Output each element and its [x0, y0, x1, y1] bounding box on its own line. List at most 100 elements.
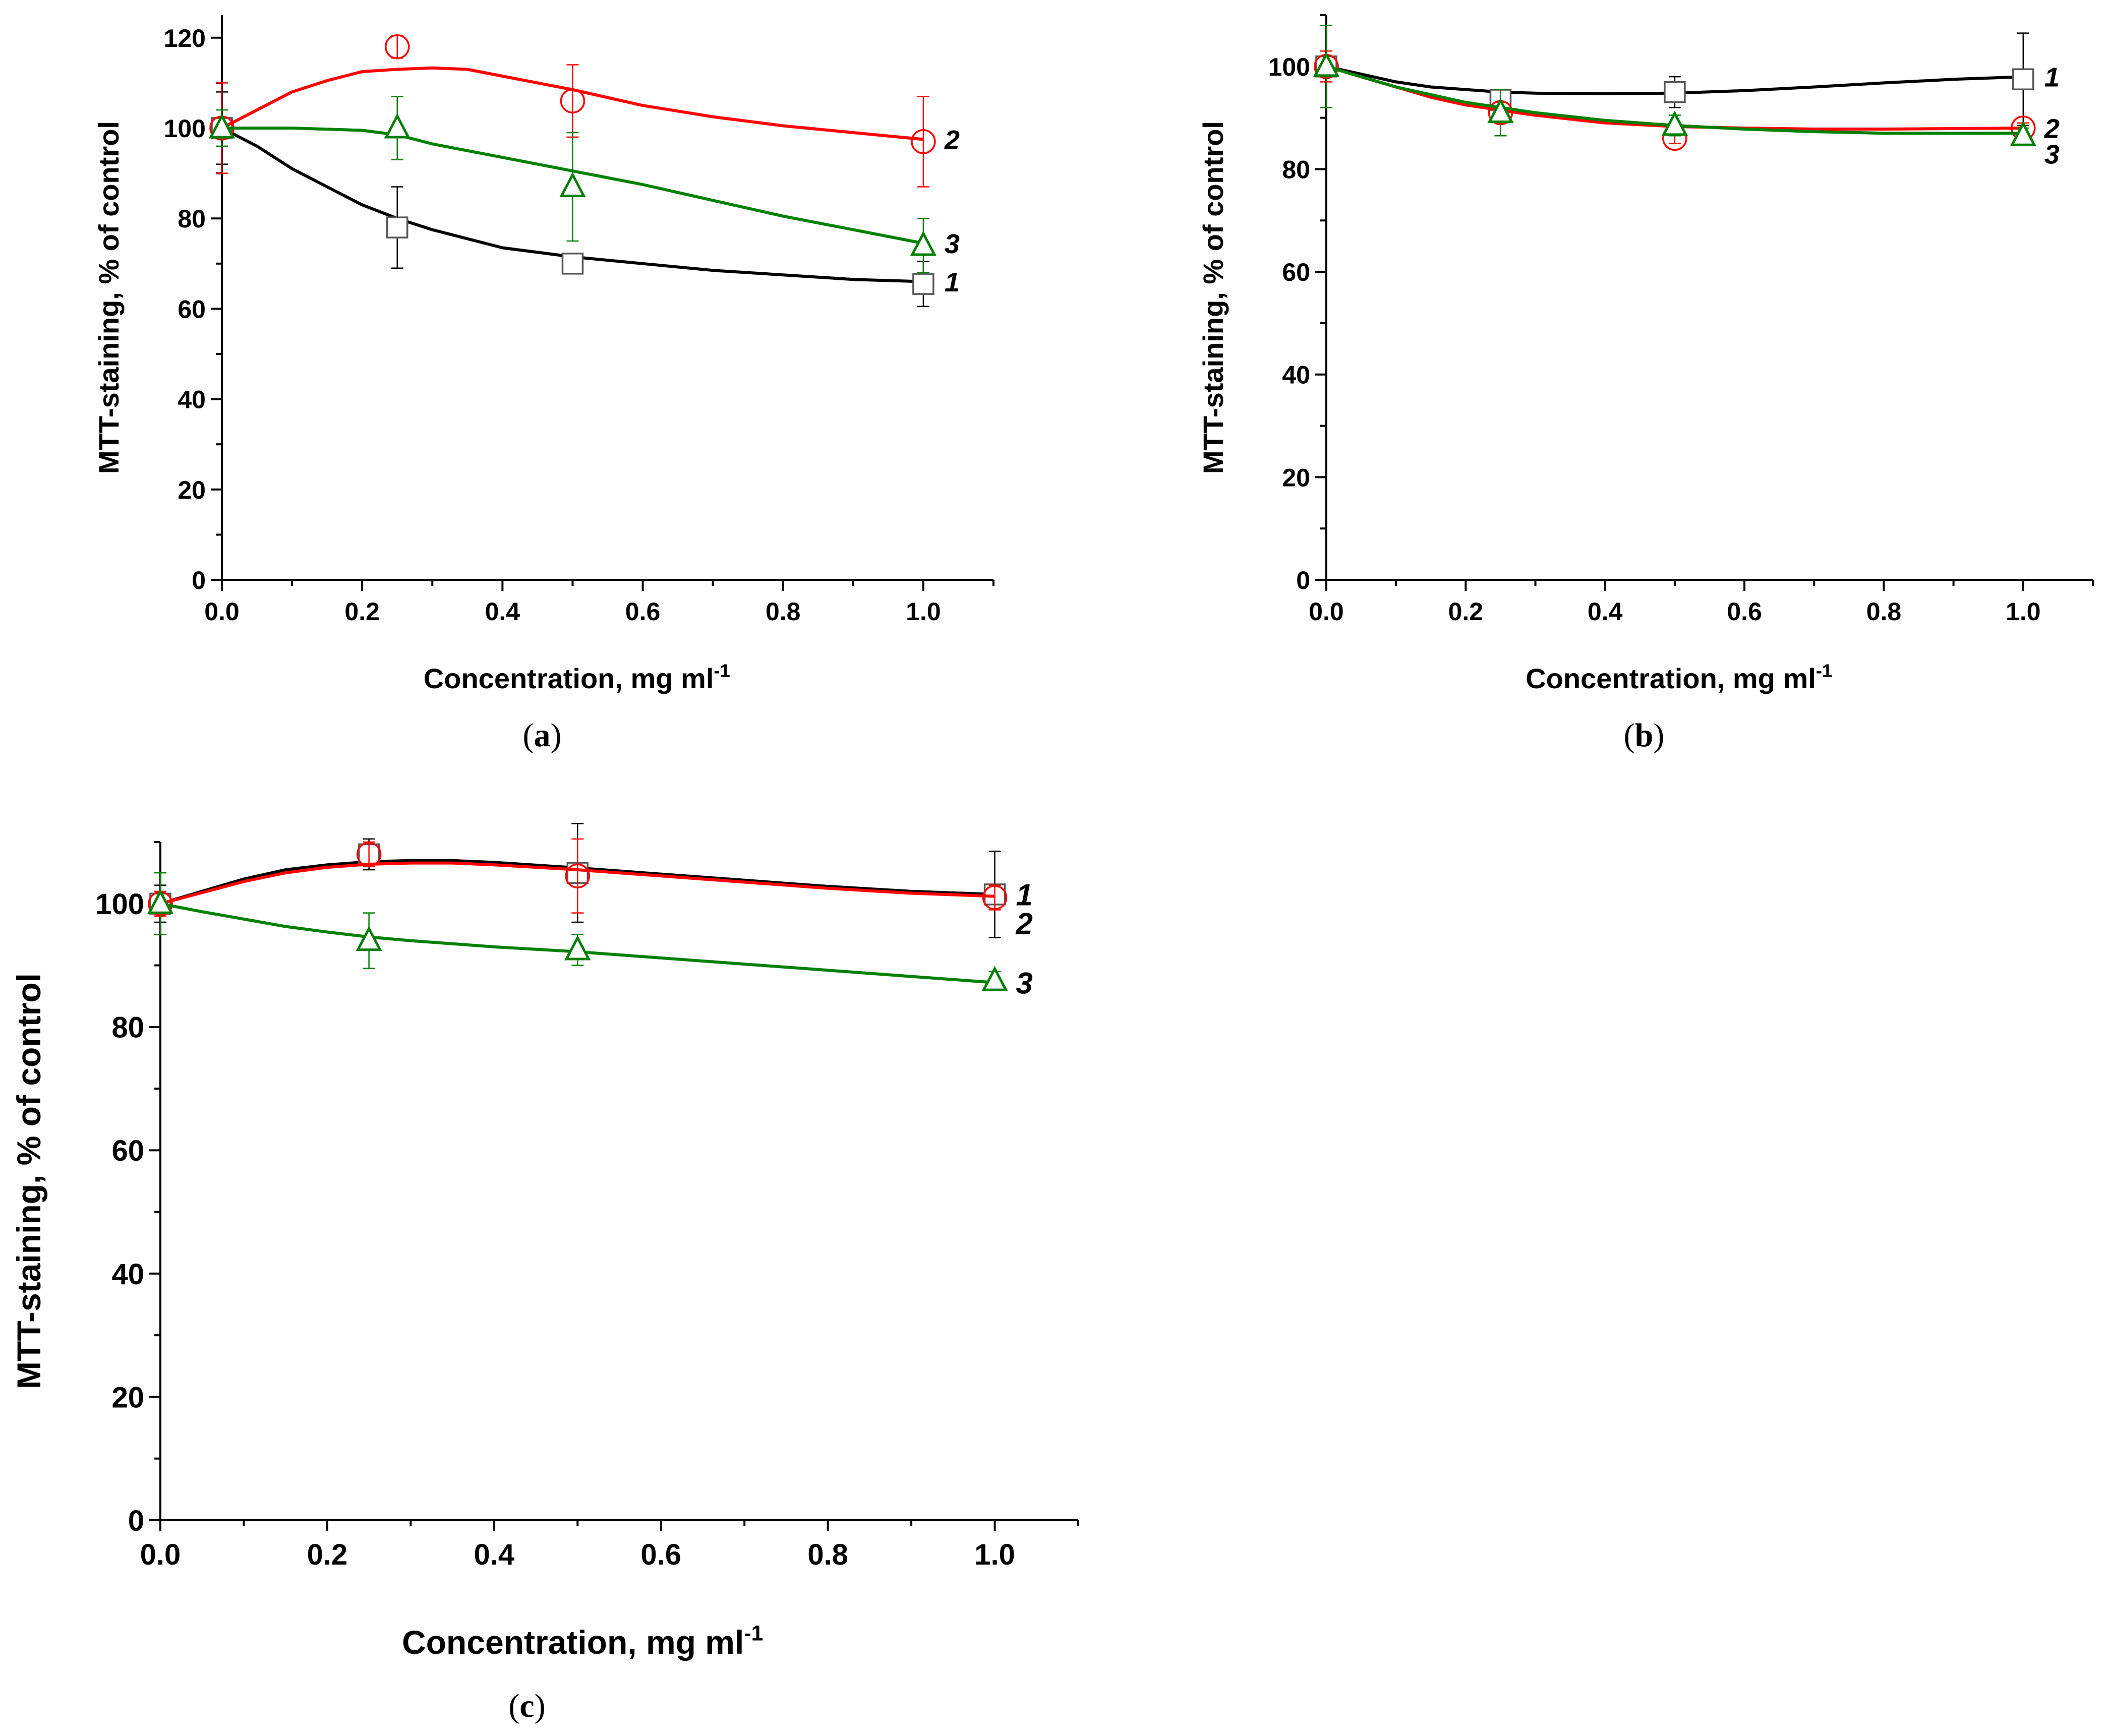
series-3 — [208, 96, 937, 273]
x-tick-label: 0.8 — [1866, 597, 1902, 626]
y-tick-label: 40 — [178, 386, 206, 414]
x-tick-label: 0.8 — [766, 597, 801, 626]
x-tick-label: 1.0 — [906, 597, 941, 626]
y-tick-label: 100 — [1268, 53, 1310, 81]
series-1-line — [160, 859, 995, 906]
series-2-line — [160, 861, 995, 906]
series-3 — [1313, 25, 2036, 146]
series-2 — [209, 34, 936, 188]
triangle-marker — [564, 935, 591, 961]
triangle-marker — [1661, 110, 1688, 136]
y-tick-label: 40 — [111, 1258, 144, 1291]
triangle-marker — [384, 113, 411, 139]
x-tick-label: 0.2 — [1448, 597, 1484, 626]
y-tick-label: 0 — [192, 566, 206, 594]
y-tick-label: 0 — [1296, 566, 1310, 594]
triangle-marker — [559, 172, 586, 197]
panel-caption-letter: b — [1635, 717, 1654, 754]
panel-caption: (b) — [1624, 717, 1665, 754]
x-tick-label: 0.4 — [485, 597, 520, 626]
square-marker — [1664, 81, 1686, 103]
series-label-2: 2 — [2044, 113, 2060, 144]
series-2-line — [221, 66, 924, 141]
y-axis-label: MTT-staining, % of control — [1197, 121, 1229, 474]
x-tick-label: 1.0 — [974, 1538, 1015, 1571]
x-tick-label: 0.0 — [140, 1538, 181, 1571]
triangle-marker — [910, 230, 937, 256]
x-tick-label: 0.6 — [1727, 597, 1762, 626]
chart-panel-c: 0.0 0.2 0.4 0.6 0.8 1.0 0 20 40 60 80 100 MTT-staini… — [10, 823, 1079, 1724]
x-tick-label: 0.4 — [1588, 597, 1623, 626]
series-2 — [148, 838, 1008, 917]
x-tick-label: 1.0 — [2006, 597, 2041, 626]
series-label-3: 3 — [1016, 966, 1033, 1000]
square-marker — [386, 216, 408, 238]
y-tick-label: 60 — [1282, 258, 1310, 286]
x-axis-label-superscript: -1 — [744, 1622, 763, 1646]
y-axis-label: MTT-staining, % of control — [93, 121, 125, 474]
triangle-marker — [147, 888, 174, 914]
x-axis-label: Concentration, mg ml-1 — [1526, 661, 1832, 694]
circle-marker — [565, 863, 591, 888]
square-marker — [912, 273, 934, 295]
x-tick-label: 0.4 — [474, 1538, 514, 1571]
triangle-marker — [356, 926, 382, 951]
y-tick-label: 100 — [164, 114, 206, 143]
y-tick-label: 80 — [1282, 155, 1310, 184]
square-marker — [2012, 68, 2034, 91]
x-tick-label: 0.8 — [807, 1538, 848, 1571]
y-tick-label: 100 — [95, 888, 144, 921]
panel-caption: (c) — [508, 1688, 545, 1724]
triangle-marker — [208, 113, 236, 139]
x-axis-label: Concentration, mg ml-1 — [402, 1622, 764, 1661]
series-label-1: 1 — [945, 267, 960, 297]
x-axis-label: Concentration, mg ml-1 — [424, 661, 730, 694]
series-label-1: 1 — [1016, 878, 1033, 912]
triangle-marker — [2010, 121, 2036, 146]
y-tick-label: 20 — [111, 1381, 144, 1414]
y-tick-label: 60 — [111, 1134, 144, 1167]
x-tick-label: 0.6 — [640, 1538, 681, 1571]
circle-marker — [560, 88, 585, 113]
x-tick-label: 0.2 — [307, 1538, 348, 1571]
y-tick-label: 80 — [178, 205, 206, 233]
series-3-line — [160, 902, 995, 984]
series-3 — [147, 872, 1008, 991]
panel-caption-letter: c — [519, 1688, 534, 1724]
series-label-2: 2 — [944, 125, 960, 155]
square-marker — [561, 253, 584, 275]
series-label-2: 2 — [1016, 907, 1033, 941]
x-axis-label-superscript: -1 — [714, 661, 730, 681]
triangle-marker — [1487, 98, 1514, 123]
series-1-line — [221, 127, 923, 283]
panel-caption: (a) — [523, 717, 562, 754]
chart-panel-a: 0.0 0.2 0.4 0.6 0.8 1.0 0 20 40 60 80 100 120 MTT-sta… — [93, 15, 994, 754]
x-tick-label: 0.0 — [1309, 597, 1344, 626]
circle-marker — [356, 842, 382, 867]
panel-caption-letter: a — [534, 717, 551, 754]
y-tick-label: 120 — [164, 24, 206, 52]
triangle-marker — [1313, 51, 1340, 77]
series-3-line — [1326, 65, 2023, 135]
y-tick-label: 40 — [1282, 361, 1310, 389]
y-tick-label: 20 — [178, 476, 206, 504]
circle-marker — [911, 129, 936, 154]
x-tick-label: 0.0 — [204, 597, 240, 626]
circle-marker — [982, 885, 1008, 910]
series-label-1: 1 — [2044, 63, 2060, 93]
x-tick-label: 0.2 — [344, 597, 380, 626]
y-axis-label: MTT-staining, % of control — [10, 973, 47, 1389]
y-tick-label: 60 — [178, 295, 206, 323]
x-tick-label: 0.6 — [625, 597, 661, 626]
triangle-marker — [981, 966, 1008, 991]
chart-panel-b: 0.0 0.2 0.4 0.6 0.8 1.0 0 20 40 60 80 100 MTT-staini… — [1197, 14, 2094, 754]
circle-marker — [384, 34, 410, 59]
y-tick-label: 80 — [111, 1011, 144, 1044]
x-axis-label-superscript: -1 — [1816, 661, 1832, 681]
y-tick-label: 20 — [1282, 463, 1310, 492]
series-label-3: 3 — [2044, 140, 2060, 170]
series-3-line — [222, 127, 924, 245]
series-label-3: 3 — [945, 229, 960, 259]
